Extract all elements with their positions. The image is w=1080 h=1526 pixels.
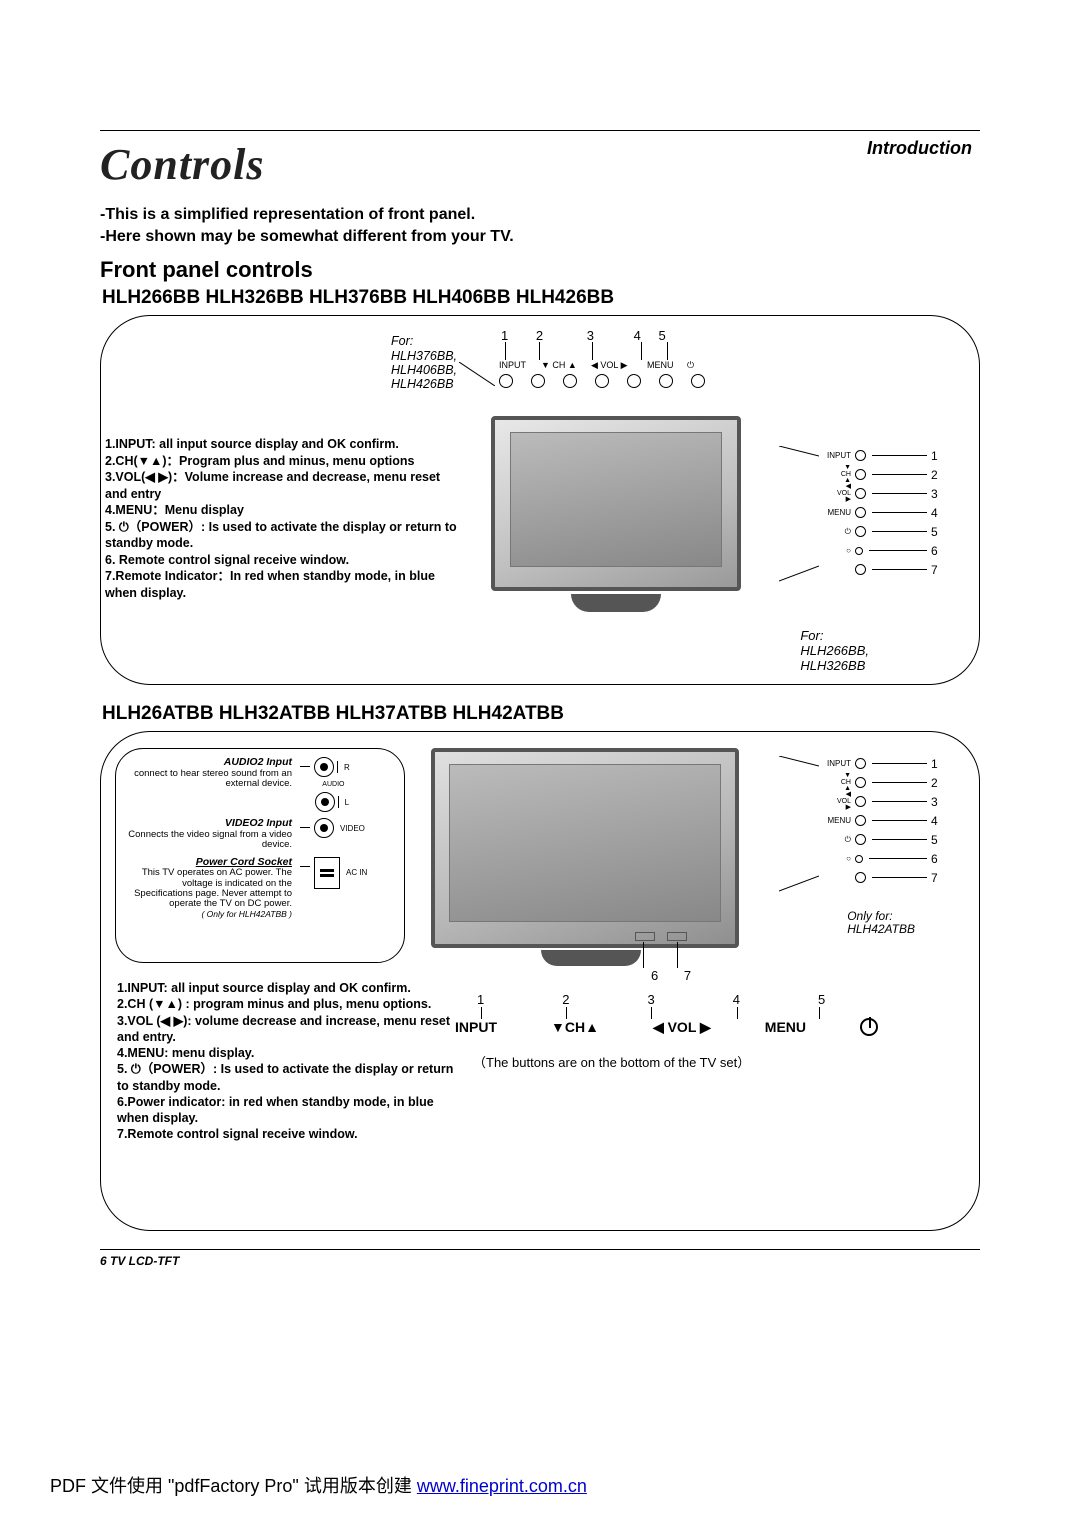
- btn-circle: [627, 374, 641, 388]
- btn-circle: [531, 374, 545, 388]
- jack-l: [315, 792, 335, 812]
- panel1-models: HLH266BB HLH326BB HLH376BB HLH406BB HLH4…: [102, 287, 980, 309]
- btn-circle: [595, 374, 609, 388]
- for-bottom-models: For: HLH266BB, HLH326BB: [800, 629, 869, 674]
- jack-r: [314, 757, 334, 777]
- rule-top: [100, 130, 980, 131]
- jack-video: [314, 818, 334, 838]
- side-button-column-2: INPUT1 ▼ CH ▲2 ◀ VOL ▶3 MENU4 ⏻5 ○6 7: [823, 754, 943, 887]
- pdf-link[interactable]: www.fineprint.com.cn: [417, 1476, 587, 1496]
- sub-title: Front panel controls: [100, 257, 980, 283]
- lead-2: -Here shown may be somewhat different fr…: [100, 226, 980, 248]
- btn-circle: [563, 374, 577, 388]
- top-button-labels: INPUT ▼ CH ▲ ◀ VOL ▶ MENU ⏻: [499, 360, 699, 371]
- bottom-note: （The buttons are on the bottom of the TV…: [473, 1052, 750, 1071]
- btn-circle: [499, 374, 513, 388]
- top-index-row: 1 2 3 4 5: [501, 328, 666, 343]
- section-label: Introduction: [867, 138, 972, 159]
- rule-bottom: [100, 1249, 980, 1250]
- btn-circle: [691, 374, 705, 388]
- power-icon: [860, 1018, 878, 1036]
- for-top-models: For: HLH376BB, HLH406BB, HLH426BB: [391, 334, 457, 392]
- panel2-models: HLH26ATBB HLH32ATBB HLH37ATBB HLH42ATBB: [102, 703, 980, 725]
- inset-connector-panel: AUDIO2 Input connect to hear stereo soun…: [115, 748, 405, 963]
- panel2-desc: 1.INPUT: all input source display and OK…: [117, 980, 457, 1143]
- side-button-column: INPUT1 ▼ CH ▲2 ◀ VOL ▶3 MENU4 ⏻5 ○6 7: [823, 446, 943, 579]
- page-footer: 6 TV LCD-TFT: [100, 1254, 980, 1268]
- panel-2: AUDIO2 Input connect to hear stereo soun…: [100, 731, 980, 1231]
- tv2-illustration: [431, 748, 751, 970]
- page-title: Controls: [100, 139, 980, 190]
- tv-illustration: [491, 416, 751, 616]
- pdf-watermark: PDF 文件使用 "pdfFactory Pro" 试用版本创建 www.fin…: [50, 1472, 587, 1498]
- lead-1: -This is a simplified representation of …: [100, 204, 980, 226]
- bottom-button-row: INPUT ▼CH▲ ◀ VOL ▶ MENU: [455, 1018, 878, 1036]
- ac-in-socket: [314, 857, 340, 889]
- num-6-7: 6 7: [651, 968, 691, 983]
- top-button-row: [499, 374, 705, 388]
- bottom-index-row: 1 2 3 4 5: [477, 992, 825, 1007]
- panel1-desc: 1.INPUT: all input source display and OK…: [105, 436, 460, 601]
- panel-1: For: HLH376BB, HLH406BB, HLH426BB 1 2 3 …: [100, 315, 980, 685]
- btn-circle: [659, 374, 673, 388]
- only-for-label: Only for: HLH42ATBB: [847, 910, 915, 936]
